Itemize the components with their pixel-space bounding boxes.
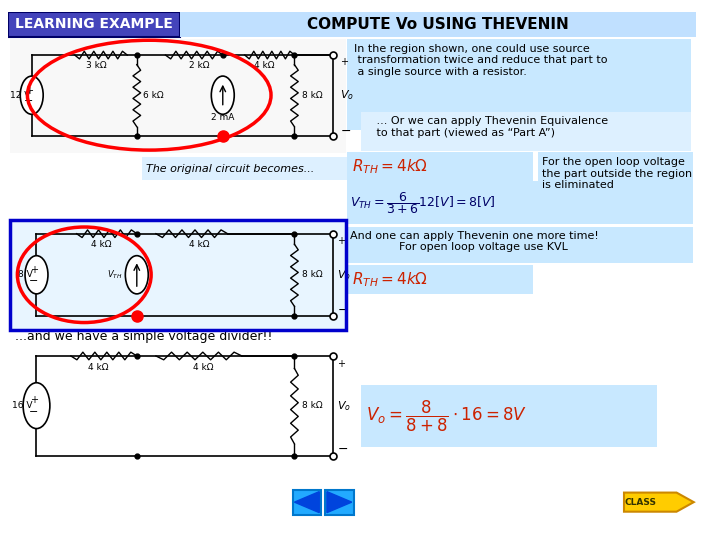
Text: And one can apply Thevenin one more time!
              For open loop voltage us: And one can apply Thevenin one more time… bbox=[350, 231, 598, 252]
Text: 4 kΩ: 4 kΩ bbox=[89, 363, 109, 372]
Text: −: − bbox=[341, 125, 351, 138]
Bar bbox=[347, 152, 534, 181]
Ellipse shape bbox=[125, 255, 148, 294]
Text: 8 V: 8 V bbox=[18, 271, 32, 279]
Bar bbox=[292, 490, 321, 515]
Text: +: + bbox=[30, 265, 37, 275]
Bar bbox=[347, 227, 693, 264]
Bar bbox=[347, 39, 691, 130]
Text: $R_{TH}=4k\Omega$: $R_{TH}=4k\Omega$ bbox=[352, 270, 428, 289]
Text: 16 V: 16 V bbox=[12, 401, 32, 410]
Text: 2 mA: 2 mA bbox=[211, 113, 235, 122]
Text: −: − bbox=[338, 303, 348, 316]
Text: 12 V: 12 V bbox=[10, 91, 30, 100]
Text: $V_o$: $V_o$ bbox=[341, 88, 354, 102]
Text: +: + bbox=[341, 57, 348, 67]
Text: $V_{TH}=\dfrac{6}{3+6}12[V]=8[V]$: $V_{TH}=\dfrac{6}{3+6}12[V]=8[V]$ bbox=[350, 190, 495, 216]
Bar bbox=[8, 12, 180, 37]
Text: −: − bbox=[29, 275, 38, 286]
Ellipse shape bbox=[20, 76, 43, 114]
Bar bbox=[10, 220, 346, 330]
Text: 8 kΩ: 8 kΩ bbox=[302, 91, 323, 100]
Text: COMPUTE Vo USING THEVENIN: COMPUTE Vo USING THEVENIN bbox=[307, 17, 569, 32]
Text: +: + bbox=[30, 395, 37, 405]
Bar bbox=[347, 265, 534, 294]
Polygon shape bbox=[294, 491, 319, 512]
Text: $V_{TH}$: $V_{TH}$ bbox=[107, 268, 122, 281]
Ellipse shape bbox=[211, 76, 234, 114]
Text: −: − bbox=[24, 96, 34, 106]
Bar bbox=[142, 157, 347, 180]
Bar bbox=[10, 220, 346, 330]
Text: $V_o$: $V_o$ bbox=[338, 399, 351, 413]
Polygon shape bbox=[327, 491, 352, 512]
Text: +: + bbox=[338, 237, 346, 246]
Text: $R_{TH}=4k\Omega$: $R_{TH}=4k\Omega$ bbox=[352, 158, 428, 176]
FancyArrow shape bbox=[624, 492, 694, 512]
Text: ... Or we can apply Thevenin Equivalence
   to that part (viewed as “Part A”): ... Or we can apply Thevenin Equivalence… bbox=[366, 116, 608, 138]
Text: 2 kΩ: 2 kΩ bbox=[189, 61, 209, 70]
Ellipse shape bbox=[25, 255, 48, 294]
Text: $V_o=\dfrac{8}{8+8}\cdot 16=8V$: $V_o=\dfrac{8}{8+8}\cdot 16=8V$ bbox=[366, 399, 527, 434]
Text: 8 kΩ: 8 kΩ bbox=[302, 271, 323, 279]
Text: CLASS: CLASS bbox=[624, 498, 656, 507]
Bar bbox=[361, 112, 691, 151]
Bar bbox=[538, 152, 693, 224]
Text: For the open loop voltage
the part outside the region
is eliminated: For the open loop voltage the part outsi… bbox=[542, 157, 692, 191]
Ellipse shape bbox=[23, 383, 50, 429]
Bar bbox=[361, 384, 657, 447]
Text: 4 kΩ: 4 kΩ bbox=[253, 61, 274, 70]
Text: The original circuit becomes...: The original circuit becomes... bbox=[146, 164, 315, 174]
Text: +: + bbox=[25, 86, 33, 96]
Text: 4 kΩ: 4 kΩ bbox=[91, 240, 112, 249]
Text: 6 kΩ: 6 kΩ bbox=[143, 91, 164, 100]
Text: ...and we have a simple voltage divider!!: ...and we have a simple voltage divider!… bbox=[15, 330, 273, 343]
Text: In the region shown, one could use source
 transformation twice and reduce that : In the region shown, one could use sourc… bbox=[354, 44, 607, 77]
Bar bbox=[10, 39, 346, 153]
Text: LEARNING EXAMPLE: LEARNING EXAMPLE bbox=[15, 17, 173, 31]
Text: 4 kΩ: 4 kΩ bbox=[194, 363, 214, 372]
Text: −: − bbox=[29, 407, 38, 417]
Bar bbox=[325, 490, 354, 515]
Bar bbox=[347, 181, 572, 224]
Text: −: − bbox=[338, 443, 348, 456]
Bar bbox=[180, 12, 696, 37]
Text: 3 kΩ: 3 kΩ bbox=[86, 61, 107, 70]
Text: 4 kΩ: 4 kΩ bbox=[189, 240, 209, 249]
Text: +: + bbox=[338, 359, 346, 369]
Text: 8 kΩ: 8 kΩ bbox=[302, 401, 323, 410]
Text: $V_o$: $V_o$ bbox=[338, 268, 351, 282]
